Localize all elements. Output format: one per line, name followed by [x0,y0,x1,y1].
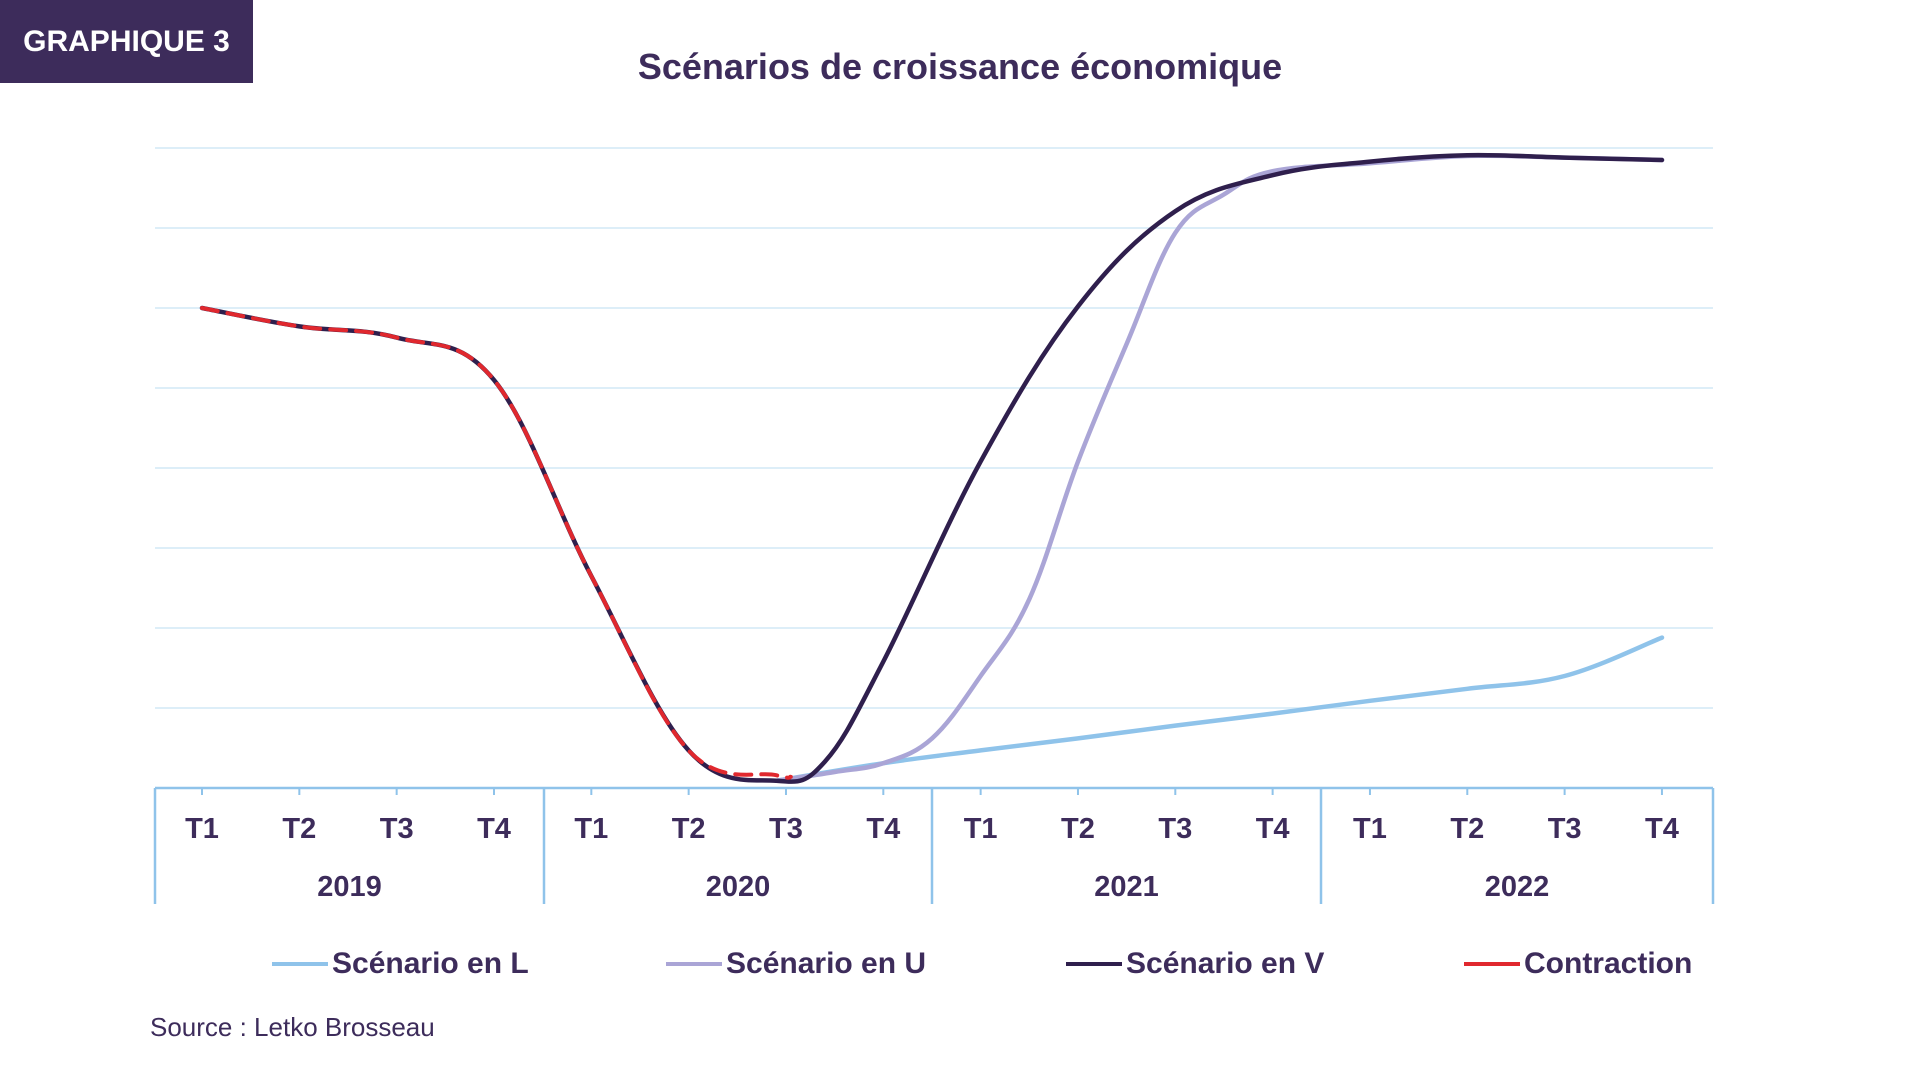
legend-label-l: Scénario en L [332,947,529,980]
series-lines [199,152,1665,784]
legend-label-v: Scénario en V [1126,947,1325,980]
x-axis [153,786,1715,904]
legend-item-u: Scénario en U [666,944,926,984]
x-tick-labels: T1 T2 T3 T4 T1 T2 T3 T4 T1 T2 T3 T4 T1 T2 T3 T4 [185,813,1679,845]
x-tick-label: T1 [964,813,998,845]
graphique-badge: GRAPHIQUE 3 [0,0,253,83]
legend-item-l: Scénario en L [272,944,529,984]
legend-swatch-v [1066,962,1122,966]
legend-item-contraction: Contraction [1464,944,1692,984]
x-tick-label: T1 [1353,813,1387,845]
legend-swatch-l [272,962,328,966]
legend: Scénario en L Scénario en U Scénario en … [0,944,1920,984]
x-tick-label: T3 [1548,813,1582,845]
x-tick-label: T4 [1645,813,1679,845]
source-note: Source : Letko Brosseau [150,1012,435,1042]
x-tick-label: T1 [574,813,608,845]
year-label: 2021 [1094,871,1159,903]
x-tick-label: T1 [185,813,219,845]
series-line-v [199,152,1665,784]
year-label: 2020 [706,871,771,903]
x-tick-label: T2 [672,813,706,845]
year-label: 2019 [317,871,382,903]
gridlines [155,147,1713,709]
series-line-contraction [200,306,793,780]
x-tick-label: T3 [769,813,803,845]
x-tick-label: T2 [282,813,316,845]
x-tick-label: T3 [1158,813,1192,845]
legend-swatch-u [666,962,722,966]
legend-swatch-contraction [1464,962,1520,966]
x-tick-label: T2 [1061,813,1095,845]
legend-item-v: Scénario en V [1066,944,1324,984]
x-tick-label: T3 [380,813,414,845]
year-label: 2022 [1485,871,1550,903]
x-tick-label: T4 [1256,813,1290,845]
x-tick-label: T4 [866,813,900,845]
legend-label-u: Scénario en U [726,947,927,980]
x-tick-label: T4 [477,813,511,845]
chart-title: Scénarios de croissance économique [637,46,1283,87]
year-labels: 2019 2020 2021 2022 [317,871,1549,903]
legend-label-contraction: Contraction [1524,947,1693,980]
series-line-l [773,635,1665,784]
x-tick-label: T2 [1450,813,1484,845]
